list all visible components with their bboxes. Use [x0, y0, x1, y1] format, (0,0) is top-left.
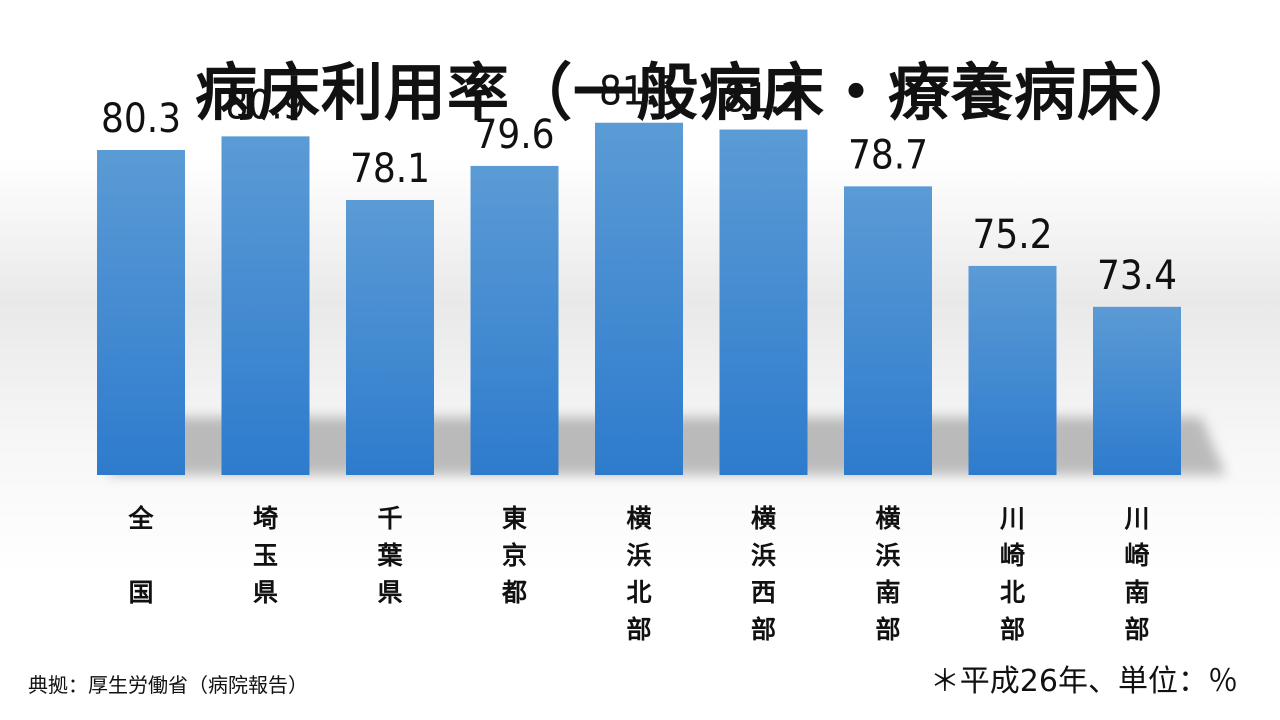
category-label-1: 全国 [127, 504, 154, 607]
bar-5 [595, 122, 683, 476]
category-label-6: 横浜西部 [751, 504, 776, 644]
data-label-9: 73.4 [1097, 253, 1177, 299]
data-label-5: 81.5 [599, 69, 679, 115]
data-labels: 80.3 80.9 78.1 79.6 81.5 81.2 78.7 75.2 73.4 [101, 69, 1177, 299]
bar-9 [1093, 306, 1181, 475]
chart-title: 病床利用率（一般病床・療養病床） [195, 56, 1204, 129]
bar-2 [221, 136, 310, 475]
bar-4 [470, 165, 559, 475]
source-note: 典拠：厚生労働省（病院報告） [28, 673, 308, 697]
category-label-4: 東京都 [501, 504, 527, 607]
category-label-7: 横浜南部 [875, 504, 900, 644]
category-label-5: 横浜北部 [626, 504, 651, 644]
category-label-2: 埼玉県 [253, 504, 278, 607]
bars [97, 122, 1181, 476]
bar-3 [346, 200, 434, 475]
bar-8 [968, 265, 1057, 475]
data-label-3: 78.1 [350, 146, 430, 192]
category-label-3: 千葉県 [376, 504, 403, 607]
category-labels: 全国 埼玉県 千葉県 東京都 横浜北部 横浜西部 横浜南部 川崎北部 川崎南部 [127, 504, 1149, 644]
data-label-7: 78.7 [848, 132, 928, 178]
data-label-4: 79.6 [474, 112, 554, 158]
data-label-6: 81.2 [723, 76, 803, 122]
bar-7 [844, 186, 932, 475]
bar-1 [97, 150, 185, 475]
data-label-2: 80.9 [225, 82, 305, 128]
data-label-1: 80.3 [101, 96, 181, 142]
bar-6 [719, 129, 808, 475]
category-label-8: 川崎北部 [1000, 504, 1025, 644]
category-label-9: 川崎南部 [1124, 504, 1149, 644]
unit-note: ＊平成26年、単位：％ [929, 664, 1238, 699]
data-label-8: 75.2 [972, 212, 1052, 258]
